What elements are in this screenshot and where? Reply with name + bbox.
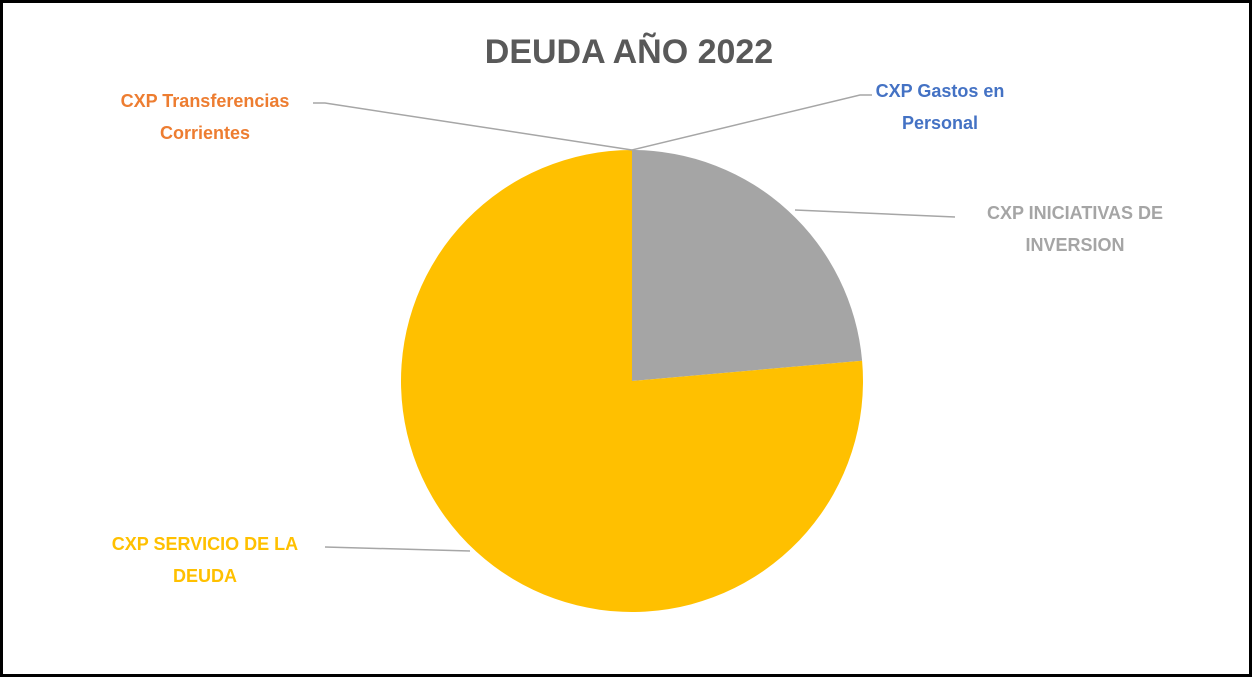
slice-label: CXP Transferencias Corrientes bbox=[120, 91, 290, 143]
slice-label: CXP Gastos en Personal bbox=[875, 81, 1005, 133]
pie-slice bbox=[401, 150, 863, 612]
pie-area bbox=[313, 94, 956, 612]
slice-label: CXP SERVICIO DE LA DEUDA bbox=[111, 534, 299, 586]
leader-line bbox=[631, 94, 872, 151]
pie-slice bbox=[632, 150, 863, 381]
slice-label: CXP INICIATIVAS DE INVERSION bbox=[986, 203, 1164, 255]
leader-line bbox=[324, 546, 471, 552]
leader-line bbox=[794, 209, 956, 218]
leader-line bbox=[313, 102, 633, 151]
chart-title: DEUDA AÑO 2022 bbox=[484, 33, 774, 71]
